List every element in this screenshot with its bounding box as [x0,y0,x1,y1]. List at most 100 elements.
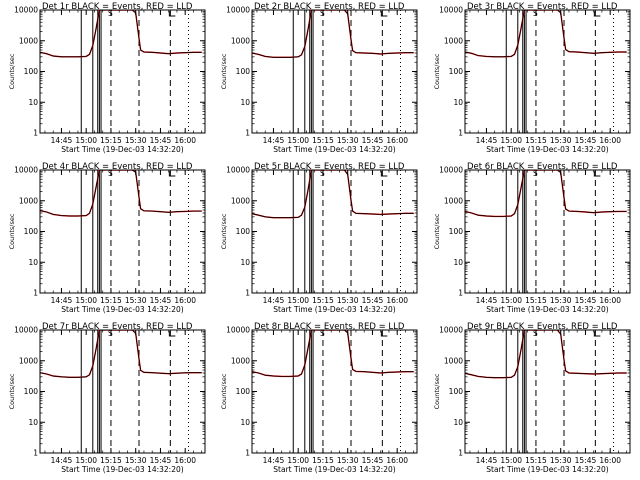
x-tick-label: 15:45 [150,456,172,465]
x-tick-label: 16:00 [386,136,408,145]
series-lines [252,10,414,58]
plot-frame [251,9,418,134]
panel-title: Det 3r BLACK = Events, RED = LLD [467,2,618,12]
y-tick-label: 1000 [231,36,250,45]
series-events [252,330,414,377]
y-tick-label: 10 [28,418,38,427]
series-lines [252,330,414,378]
x-tick-label: 15:15 [100,136,122,145]
x-tick-label: 15:30 [550,296,572,305]
y-tick-label: 10 [240,418,250,427]
x-axis-label: Start Time (19-Dec-03 14:32:20) [486,465,608,474]
series-lines [465,170,627,218]
panel-title: Det 4r BLACK = Events, RED = LLD [42,162,193,172]
x-axis-label: Start Time (19-Dec-03 14:32:20) [273,145,395,154]
marker-lines [80,330,189,453]
x-tick-label: 14:45 [476,136,498,145]
L-icon [168,331,176,337]
y-tick-label: 10000 [439,6,463,15]
x-tick-label: 16:00 [174,136,196,145]
marker-lines [292,170,401,293]
series-lines [465,330,627,379]
L-icon [168,171,176,177]
series-lld [252,170,414,219]
x-tick-label: 16:00 [599,136,621,145]
panel-title: Det 1r BLACK = Events, RED = LLD [42,2,193,12]
x-tick-label: 15:30 [337,136,359,145]
panel-title: Det 5r BLACK = Events, RED = LLD [254,162,405,172]
plot-frame [251,329,418,454]
panel-det-3: Det 3r BLACK = Events, RED = LLDS1101001… [433,2,631,154]
y-axis-label: Counts/sec [220,373,228,409]
y-axis-label: Counts/sec [220,53,228,89]
marker-lines [80,10,189,133]
y-axis-label: Counts/sec [433,53,441,89]
x-axis-label: Start Time (19-Dec-03 14:32:20) [273,465,395,474]
x-tick-label: 15:30 [337,296,359,305]
x-tick-label: 15:15 [100,296,122,305]
x-tick-label: 16:00 [174,456,196,465]
x-axis-label: Start Time (19-Dec-03 14:32:20) [486,305,608,314]
y-tick-label: 1000 [19,196,38,205]
y-tick-label: 100 [24,387,39,396]
y-tick-label: 10000 [439,326,463,335]
series-lines [40,330,202,378]
x-tick-label: 14:45 [263,296,285,305]
panel-det-9: Det 9r BLACK = Events, RED = LLDS1101001… [433,322,631,474]
x-tick-label: 15:45 [362,456,384,465]
x-tick-label: 15:15 [100,456,122,465]
plot-frame [39,329,206,454]
y-axis-label: Counts/sec [8,53,16,89]
y-tick-label: 1 [33,449,38,458]
x-tick-label: 15:15 [525,296,547,305]
y-axis-label: Counts/sec [433,213,441,249]
L-icon [380,11,388,17]
y-tick-label: 100 [449,67,464,76]
x-tick-label: 14:45 [51,296,73,305]
series-events [40,330,202,378]
x-tick-label: 15:45 [575,456,597,465]
series-lld [465,10,627,58]
x-tick-label: 15:45 [575,136,597,145]
panel-det-6: Det 6r BLACK = Events, RED = LLDS1101001… [433,162,631,314]
panel-title: Det 7r BLACK = Events, RED = LLD [42,322,193,332]
x-tick-label: 15:15 [312,456,334,465]
x-tick-label: 15:30 [337,456,359,465]
series-events [465,10,627,58]
plot-frame [251,169,418,294]
y-axis-label: Counts/sec [8,213,16,249]
y-tick-label: 10000 [226,326,250,335]
L-icon [593,331,601,337]
x-tick-label: 14:45 [476,296,498,305]
y-axis-label: Counts/sec [220,213,228,249]
x-tick-label: 15:45 [150,136,172,145]
y-tick-label: 10 [28,98,38,107]
panel-det-4: Det 4r BLACK = Events, RED = LLDS1101001… [8,162,206,314]
x-axis-label: Start Time (19-Dec-03 14:32:20) [61,465,183,474]
y-tick-label: 10000 [14,166,38,175]
L-icon [380,331,388,337]
x-tick-label: 15:00 [75,136,97,145]
x-tick-label: 15:45 [575,296,597,305]
series-events [465,170,627,217]
series-lld [252,10,414,58]
x-axis-label: Start Time (19-Dec-03 14:32:20) [273,305,395,314]
panel-title: Det 6r BLACK = Events, RED = LLD [467,162,618,172]
series-events [252,10,414,58]
x-tick-label: 14:45 [51,136,73,145]
y-tick-label: 10 [240,98,250,107]
y-tick-label: 100 [236,67,251,76]
y-tick-label: 10000 [226,6,250,15]
plot-frame [39,169,206,294]
x-tick-label: 15:00 [500,136,522,145]
x-tick-label: 15:30 [125,136,147,145]
y-tick-label: 1000 [444,196,463,205]
y-tick-label: 1 [245,289,250,298]
y-tick-label: 1 [245,449,250,458]
L-icon [380,171,388,177]
marker-lines [292,10,401,133]
y-tick-label: 1000 [444,36,463,45]
y-tick-label: 1000 [231,356,250,365]
plot-frame [464,329,631,454]
